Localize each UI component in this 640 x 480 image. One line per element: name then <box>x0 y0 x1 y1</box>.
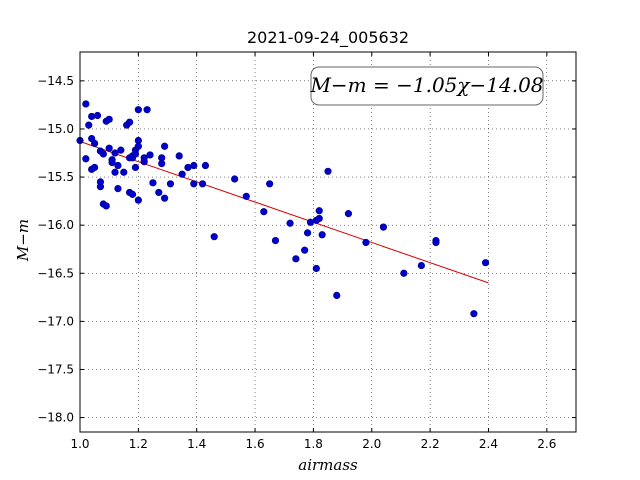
data-point <box>105 144 113 152</box>
data-point <box>82 100 90 108</box>
x-tick-label: 2.6 <box>537 437 556 451</box>
data-point <box>117 146 125 154</box>
data-point <box>303 229 312 237</box>
data-point <box>201 161 210 170</box>
data-point <box>210 233 218 241</box>
x-tick-label: 2.2 <box>421 437 440 451</box>
y-tick-label: −16.5 <box>37 266 74 280</box>
data-point <box>140 158 148 166</box>
x-tick-label: 1.8 <box>304 437 323 451</box>
y-axis-ticks: −14.5 −15.0 −15.5 −16.0 −16.5 −17.0 −17.5 −18.0 <box>37 74 576 425</box>
data-point <box>146 151 154 159</box>
y-tick-label: −16.0 <box>37 218 74 232</box>
data-point <box>362 238 370 247</box>
data-point <box>260 208 268 216</box>
y-tick-label: −17.0 <box>37 314 74 328</box>
data-point <box>417 261 425 270</box>
data-point <box>400 269 408 277</box>
x-tick-label: 1.4 <box>187 437 206 451</box>
data-point <box>344 210 353 218</box>
data-point <box>178 170 186 178</box>
data-point <box>149 179 157 187</box>
data-point <box>286 219 294 227</box>
data-point <box>93 111 102 120</box>
x-tick-label: 2.4 <box>479 437 498 451</box>
x-tick-label: 2.0 <box>362 437 381 451</box>
data-point <box>128 190 137 198</box>
data-point <box>161 194 169 202</box>
y-tick-label: −14.5 <box>37 74 74 88</box>
data-point <box>315 207 323 215</box>
data-point <box>102 202 110 210</box>
data-point <box>379 223 388 231</box>
x-tick-label: 1.0 <box>70 437 89 451</box>
data-point <box>242 192 250 200</box>
data-point <box>90 139 99 147</box>
data-point <box>105 115 113 123</box>
data-point <box>470 310 478 318</box>
data-point <box>190 180 198 188</box>
data-point <box>312 264 320 273</box>
data-point <box>190 161 198 170</box>
data-point <box>301 246 309 254</box>
data-point <box>161 142 169 150</box>
data-point <box>292 255 300 263</box>
y-tick-label: −18.0 <box>37 411 74 425</box>
fit-equation-frame <box>310 66 544 106</box>
data-point <box>90 163 99 172</box>
data-point <box>99 150 107 158</box>
data-point <box>120 168 128 176</box>
data-point <box>155 188 163 197</box>
data-point <box>158 159 166 168</box>
data-point <box>134 196 142 204</box>
data-point <box>131 163 140 172</box>
data-point <box>111 149 119 157</box>
y-axis-label: M−m <box>14 219 32 262</box>
x-axis-label: airmass <box>298 456 358 474</box>
y-tick-label: −15.5 <box>37 170 74 184</box>
data-point <box>111 168 119 176</box>
data-point <box>134 106 142 114</box>
fit-line <box>79 140 489 284</box>
data-point <box>88 112 96 121</box>
data-point <box>333 291 341 299</box>
data-point <box>481 259 490 267</box>
x-tick-label: 1.2 <box>129 437 148 451</box>
data-points <box>76 100 490 318</box>
y-tick-label: −17.5 <box>37 362 74 376</box>
data-point <box>166 180 175 188</box>
plot-area-frame <box>79 51 577 433</box>
chart-title: 2021-09-24_005632 <box>247 28 409 48</box>
data-point <box>131 150 140 158</box>
fit-equation-box: M−m = −1.05χ−14.08 <box>309 66 544 106</box>
fit-line-layer <box>79 140 489 284</box>
data-point <box>126 118 134 126</box>
data-point <box>271 236 280 245</box>
y-tick-label: −15.0 <box>37 122 74 136</box>
data-point <box>231 175 239 183</box>
data-point <box>318 231 326 239</box>
data-point <box>324 167 332 175</box>
data-point <box>175 152 183 160</box>
data-point <box>134 142 142 150</box>
data-point <box>198 180 207 188</box>
data-point <box>114 185 122 193</box>
data-point <box>85 121 93 129</box>
fit-equation-text: M−m = −1.05χ−14.08 <box>309 73 543 97</box>
data-point <box>143 106 151 114</box>
data-point <box>315 214 323 223</box>
data-point <box>82 155 90 163</box>
data-point <box>96 183 105 191</box>
data-point <box>266 180 274 188</box>
grid <box>79 52 576 432</box>
data-point <box>114 161 122 170</box>
data-point <box>432 238 440 247</box>
x-axis-ticks: 1.0 1.2 1.4 1.6 1.8 2.0 2.2 2.4 2.6 <box>70 52 556 451</box>
data-point <box>108 159 116 167</box>
x-tick-label: 1.6 <box>246 437 265 451</box>
